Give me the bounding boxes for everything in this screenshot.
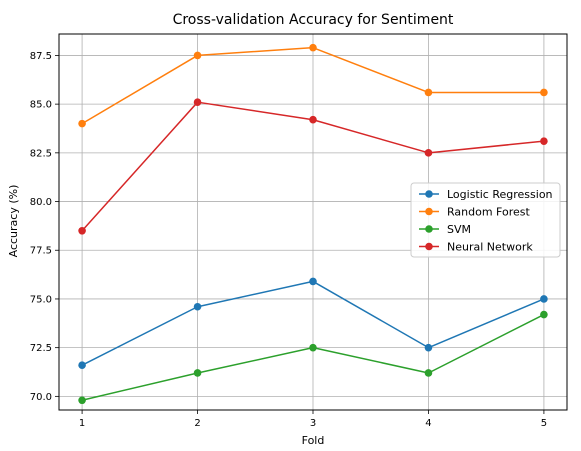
x-tick-label: 3 (310, 418, 316, 429)
data-point (193, 51, 202, 60)
y-tick-label: 82.5 (30, 148, 52, 159)
x-tick-label: 5 (541, 418, 547, 429)
data-point (424, 88, 433, 97)
data-point (78, 396, 86, 405)
y-axis-label: Accuracy (%) (7, 185, 20, 258)
data-point (540, 295, 548, 303)
x-axis: 1 2 3 4 5 (79, 410, 547, 429)
y-tick-label: 77.5 (30, 246, 52, 257)
data-point (193, 369, 202, 377)
legend-item: Random Forest (419, 206, 530, 219)
y-tick-label: 80.0 (30, 197, 52, 208)
legend-item: Logistic Regression (419, 188, 553, 201)
data-point (78, 226, 86, 235)
data-point (78, 361, 86, 369)
y-tick-label: 72.5 (30, 343, 52, 354)
y-tick-label: 85.0 (30, 100, 52, 111)
data-point (424, 343, 433, 352)
legend-swatch-marker (425, 242, 433, 251)
legend-label: Logistic Regression (447, 188, 553, 201)
data-point (193, 302, 202, 311)
series (78, 310, 548, 405)
x-tick-label: 1 (79, 418, 85, 429)
data-point (309, 115, 317, 124)
y-tick-label: 70.0 (30, 392, 52, 403)
x-axis-label: Fold (302, 434, 325, 447)
series-layer (78, 43, 548, 405)
legend-swatch-marker (425, 190, 433, 198)
data-point (193, 98, 202, 106)
data-point (78, 119, 86, 128)
legend-item: SVM (419, 223, 471, 236)
series (78, 98, 548, 235)
legend-swatch-marker (425, 207, 433, 216)
legend-label: SVM (447, 223, 471, 236)
data-point (540, 88, 548, 97)
legend-box (410, 182, 561, 258)
y-tick-label: 75.0 (30, 294, 52, 305)
y-axis: 70.0 72.5 75.0 77.5 80.0 82.5 85.0 87.5 (30, 51, 59, 403)
series (78, 43, 548, 128)
data-point (309, 43, 317, 52)
series (78, 277, 548, 369)
data-point (309, 343, 317, 352)
data-point (424, 369, 433, 377)
data-point (424, 149, 433, 157)
y-tick-label: 87.5 (30, 51, 52, 62)
legend: Logistic Regression Random Forest SVM Neura… (410, 182, 561, 258)
legend-item: Neural Network (419, 241, 533, 254)
data-point (540, 310, 548, 319)
data-point (540, 137, 548, 145)
legend-label: Random Forest (447, 206, 530, 219)
x-tick-label: 4 (425, 418, 431, 429)
chart-title: Cross-validation Accuracy for Sentiment (173, 12, 454, 28)
x-tick-label: 2 (194, 418, 200, 429)
legend-label: Neural Network (447, 241, 533, 254)
legend-swatch-marker (425, 225, 433, 233)
data-point (309, 277, 317, 286)
